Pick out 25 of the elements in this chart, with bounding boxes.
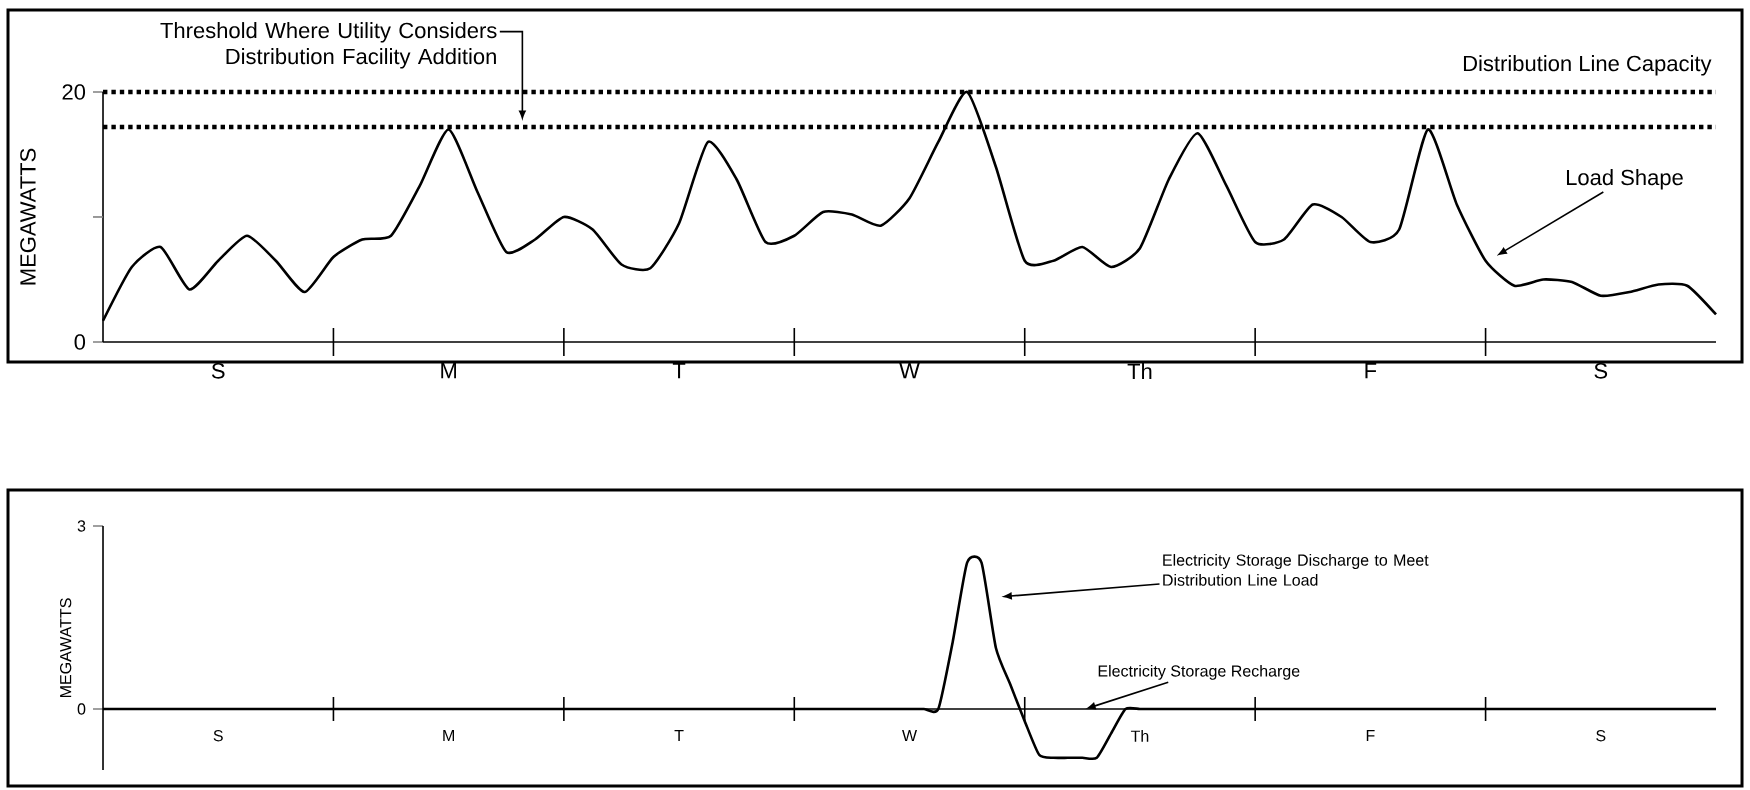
x-tick-label: S <box>1594 363 1608 379</box>
y-axis-title: MEGAWATTS <box>59 598 72 698</box>
x-tick-label: S <box>211 363 225 379</box>
y-tick-label: 20 <box>62 84 86 100</box>
y-tick-label: 0 <box>77 703 86 715</box>
x-tick-label: T <box>672 363 686 379</box>
ref-line-label: Threshold Where Utility Considers Distribution Facility Addition <box>160 22 497 69</box>
x-tick-label: S <box>1596 730 1606 742</box>
y-tick-label: 0 <box>74 334 86 350</box>
x-tick-label: Th <box>1127 363 1152 379</box>
y-axis-title: MEGAWATTS <box>20 148 36 285</box>
x-tick-label: Th <box>1130 730 1149 742</box>
x-tick-label: M <box>441 363 456 379</box>
x-tick-label: W <box>899 363 920 379</box>
annotation: Electricity Storage Recharge <box>1098 664 1300 680</box>
x-tick-label: W <box>902 730 918 742</box>
x-tick-label: M <box>443 730 454 742</box>
annotation: Load Shape <box>1566 169 1683 190</box>
x-tick-label: T <box>674 730 684 742</box>
ref-line-label: Distribution Line Capacity <box>1463 55 1712 76</box>
x-tick-label: F <box>1365 363 1377 379</box>
annotation: Electricity Storage Discharge to Meet Distribution Line Load <box>1163 554 1429 586</box>
x-tick-label: S <box>213 730 223 742</box>
y-tick-label: 3 <box>77 520 86 532</box>
x-tick-label: F <box>1366 730 1375 742</box>
